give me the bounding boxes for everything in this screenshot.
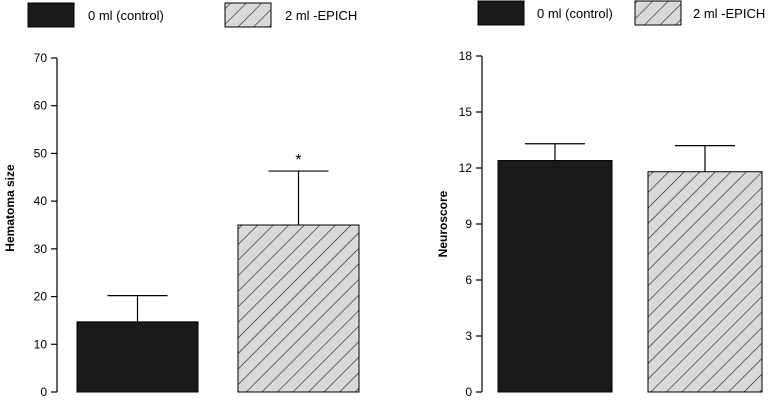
left-y-tick-label: 70 (34, 51, 48, 65)
left-legend-label-epich: 2 ml -EPICH (285, 8, 357, 23)
left-significance-marker: * (295, 152, 301, 169)
right-y-tick-label: 12 (459, 161, 473, 175)
right-legend-label-epich: 2 ml -EPICH (693, 6, 765, 21)
left-y-tick-label: 10 (34, 337, 48, 351)
left-y-tick-label: 0 (40, 385, 47, 399)
right-y-tick-label: 15 (459, 105, 473, 119)
right-bar-control (497, 160, 613, 393)
left-y-tick-label: 30 (34, 242, 48, 256)
left-bar-control (76, 321, 199, 393)
right-y-tick-label: 6 (465, 273, 472, 287)
right-y-tick-label: 0 (465, 385, 472, 399)
right-legend-swatch-epich (634, 0, 682, 26)
right-legend: 0 ml (control) 2 ml -EPICH (477, 0, 765, 26)
left-legend: 0 ml (control) 2 ml -EPICH (27, 2, 357, 28)
left-y-tick-label: 40 (34, 194, 48, 208)
right-y-tick-label: 9 (465, 217, 472, 231)
right-bar-epich (647, 171, 763, 393)
right-legend-label-control: 0 ml (control) (537, 6, 613, 21)
left-chart: 0 10 20 30 40 50 60 70 * (34, 51, 360, 399)
right-chart: 0 3 6 9 12 15 18 (459, 49, 763, 399)
left-legend-swatch-control (27, 2, 75, 28)
left-y-axis-title: Hematoma size (3, 164, 17, 252)
left-y-tick-label: 20 (34, 290, 48, 304)
right-legend-swatch-control (477, 0, 525, 26)
left-legend-swatch-epich (224, 2, 272, 28)
right-y-axis-title: Neuroscore (436, 190, 450, 257)
left-y-tick-label: 60 (34, 99, 48, 113)
right-y-tick-label: 18 (459, 49, 473, 63)
left-y-tick-label: 50 (34, 146, 48, 160)
left-legend-label-control: 0 ml (control) (88, 8, 164, 23)
left-bar-epich (237, 224, 360, 393)
right-y-tick-label: 3 (465, 329, 472, 343)
